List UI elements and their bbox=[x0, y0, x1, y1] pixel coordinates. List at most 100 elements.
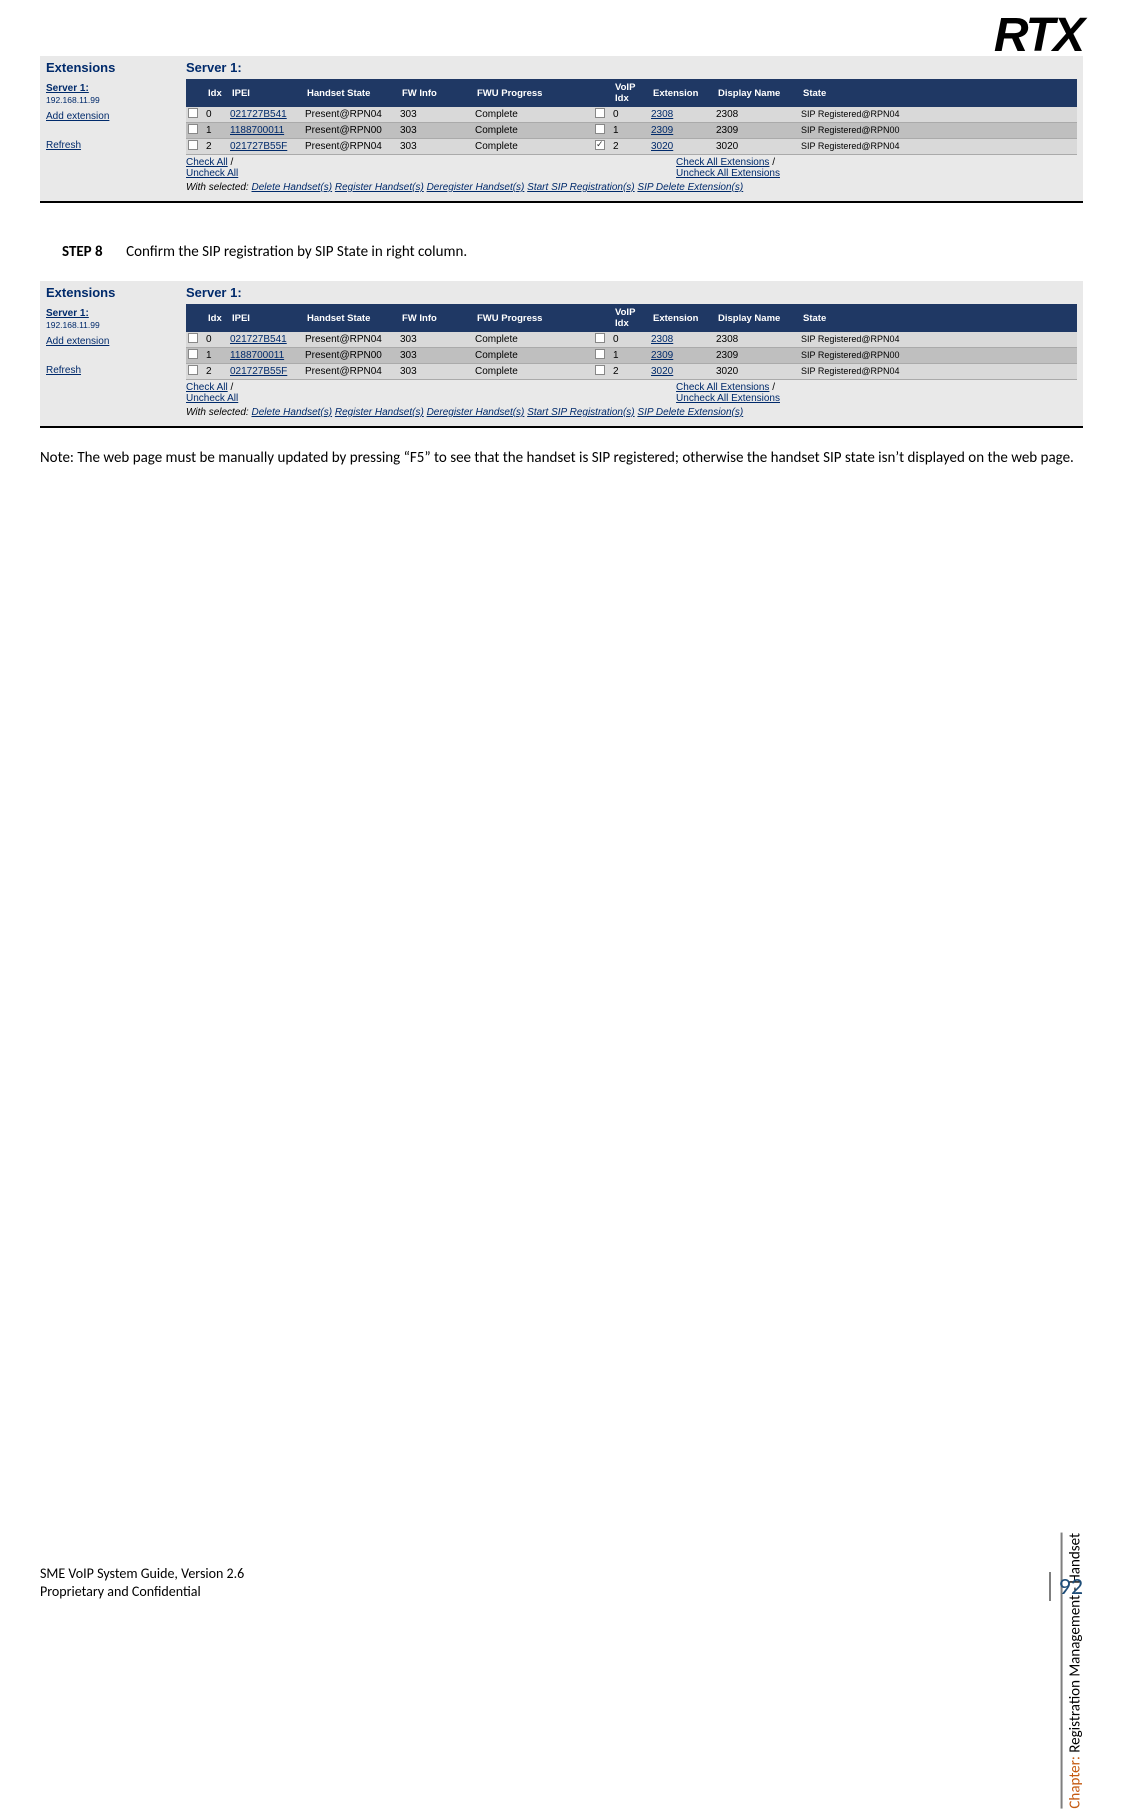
extensions-table: Idx IPEI Handset State FW Info FWU Progr… bbox=[186, 79, 1077, 155]
check-all-ext-link-2[interactable]: Check All Extensions bbox=[676, 382, 769, 393]
check-all-ext-link[interactable]: Check All Extensions bbox=[676, 157, 769, 168]
voip-checkbox[interactable] bbox=[595, 108, 605, 118]
footer-line2: Proprietary and Confidential bbox=[40, 1583, 244, 1601]
server-title: Server 1: bbox=[186, 60, 1077, 75]
sidebar-2: Extensions Server 1: 192.168.11.99 Add e… bbox=[46, 285, 166, 418]
start-sip-link[interactable]: Start SIP Registration(s) bbox=[527, 182, 634, 193]
server-1-link[interactable]: Server 1: bbox=[46, 83, 166, 94]
cell-fw-info: 303 bbox=[398, 348, 473, 364]
sidebar: Extensions Server 1: 192.168.11.99 Add e… bbox=[46, 60, 166, 193]
extension-link[interactable]: 2308 bbox=[651, 109, 673, 120]
cell-display-name: 3020 bbox=[714, 139, 799, 155]
note-text: Note: The web page must be manually upda… bbox=[40, 448, 1083, 468]
cell-idx: 1 bbox=[204, 123, 228, 139]
ipei-link[interactable]: 021727B541 bbox=[230, 109, 287, 120]
uncheck-all-ext-link-2[interactable]: Uncheck All Extensions bbox=[676, 393, 780, 404]
extension-link[interactable]: 2308 bbox=[651, 334, 673, 345]
register-handset-link-2[interactable]: Register Handset(s) bbox=[335, 407, 424, 418]
cell-fwu-progress: Complete bbox=[473, 107, 593, 123]
refresh-link[interactable]: Refresh bbox=[46, 140, 166, 151]
cell-idx: 0 bbox=[204, 107, 228, 123]
cell-handset-state: Present@RPN04 bbox=[303, 364, 398, 380]
add-extension-link-2[interactable]: Add extension bbox=[46, 336, 166, 347]
cell-state: SIP Registered@RPN00 bbox=[799, 123, 1077, 139]
voip-checkbox[interactable] bbox=[595, 333, 605, 343]
register-handset-link[interactable]: Register Handset(s) bbox=[335, 182, 424, 193]
ipei-link[interactable]: 021727B55F bbox=[230, 141, 287, 152]
extension-link[interactable]: 2309 bbox=[651, 125, 673, 136]
th-fw-info: FW Info bbox=[398, 79, 473, 107]
cell-fwu-progress: Complete bbox=[473, 123, 593, 139]
cell-handset-state: Present@RPN04 bbox=[303, 107, 398, 123]
start-sip-link-2[interactable]: Start SIP Registration(s) bbox=[527, 407, 634, 418]
ipei-link[interactable]: 1188700011 bbox=[230, 125, 284, 136]
uncheck-all-link-2[interactable]: Uncheck All bbox=[186, 393, 238, 404]
th-display-name: Display Name bbox=[714, 79, 799, 107]
server-ip-2: 192.168.11.99 bbox=[46, 320, 166, 330]
row-checkbox[interactable] bbox=[188, 365, 198, 375]
voip-checkbox[interactable] bbox=[595, 365, 605, 375]
table-row: 11188700011Present@RPN00303Complete12309… bbox=[186, 123, 1077, 139]
sip-delete-link-2[interactable]: SIP Delete Extension(s) bbox=[637, 407, 743, 418]
cell-idx: 2 bbox=[204, 364, 228, 380]
cell-display-name: 2308 bbox=[714, 332, 799, 348]
cell-display-name: 2308 bbox=[714, 107, 799, 123]
table-row: 2021727B55FPresent@RPN04303Complete23020… bbox=[186, 364, 1077, 380]
delete-handset-link[interactable]: Delete Handset(s) bbox=[252, 182, 333, 193]
uncheck-all-link[interactable]: Uncheck All bbox=[186, 168, 238, 179]
th-handset-state: Handset State bbox=[303, 79, 398, 107]
voip-checkbox[interactable] bbox=[595, 140, 605, 150]
add-extension-link[interactable]: Add extension bbox=[46, 111, 166, 122]
cell-fw-info: 303 bbox=[398, 107, 473, 123]
cell-display-name: 2309 bbox=[714, 348, 799, 364]
server-title-2: Server 1: bbox=[186, 285, 1077, 300]
screenshot-1: Extensions Server 1: 192.168.11.99 Add e… bbox=[40, 56, 1083, 203]
page-number: 92 bbox=[1049, 1572, 1083, 1601]
server-ip: 192.168.11.99 bbox=[46, 95, 166, 105]
cell-fwu-progress: Complete bbox=[473, 139, 593, 155]
cell-voip-idx: 2 bbox=[611, 139, 649, 155]
ipei-link[interactable]: 021727B55F bbox=[230, 366, 287, 377]
row-checkbox[interactable] bbox=[188, 349, 198, 359]
refresh-link-2[interactable]: Refresh bbox=[46, 365, 166, 376]
ipei-link[interactable]: 021727B541 bbox=[230, 334, 287, 345]
row-checkbox[interactable] bbox=[188, 124, 198, 134]
cell-fwu-progress: Complete bbox=[473, 332, 593, 348]
deregister-handset-link-2[interactable]: Deregister Handset(s) bbox=[427, 407, 525, 418]
deregister-handset-link[interactable]: Deregister Handset(s) bbox=[427, 182, 525, 193]
check-row: Check All / Uncheck All Check All Extens… bbox=[186, 157, 1077, 179]
cell-fw-info: 303 bbox=[398, 364, 473, 380]
voip-checkbox[interactable] bbox=[595, 124, 605, 134]
voip-checkbox[interactable] bbox=[595, 349, 605, 359]
th-state: State bbox=[799, 79, 1077, 107]
check-all-link-2[interactable]: Check All bbox=[186, 382, 228, 393]
footer: SME VoIP System Guide, Version 2.6 Propr… bbox=[40, 1565, 1083, 1601]
row-checkbox[interactable] bbox=[188, 108, 198, 118]
check-all-link[interactable]: Check All bbox=[186, 157, 228, 168]
delete-handset-link-2[interactable]: Delete Handset(s) bbox=[252, 407, 333, 418]
cell-handset-state: Present@RPN04 bbox=[303, 332, 398, 348]
table-row: 2021727B55FPresent@RPN04303Complete23020… bbox=[186, 139, 1077, 155]
cell-voip-idx: 1 bbox=[611, 123, 649, 139]
server-1-link-2[interactable]: Server 1: bbox=[46, 308, 166, 319]
table-header-row: Idx IPEI Handset State FW Info FWU Progr… bbox=[186, 79, 1077, 107]
extension-link[interactable]: 3020 bbox=[651, 366, 673, 377]
row-checkbox[interactable] bbox=[188, 333, 198, 343]
sip-delete-link[interactable]: SIP Delete Extension(s) bbox=[637, 182, 743, 193]
screenshot-2: Extensions Server 1: 192.168.11.99 Add e… bbox=[40, 281, 1083, 428]
th-voip-idx: VoIP Idx bbox=[611, 79, 649, 107]
footer-line1: SME VoIP System Guide, Version 2.6 bbox=[40, 1565, 244, 1583]
th-extension: Extension bbox=[649, 79, 714, 107]
logo: RTX bbox=[994, 8, 1083, 63]
cell-state: SIP Registered@RPN04 bbox=[799, 332, 1077, 348]
step-line: STEP 8 Confirm the SIP registration by S… bbox=[62, 243, 1083, 261]
cell-handset-state: Present@RPN00 bbox=[303, 123, 398, 139]
row-checkbox[interactable] bbox=[188, 140, 198, 150]
extension-link[interactable]: 2309 bbox=[651, 350, 673, 361]
extension-link[interactable]: 3020 bbox=[651, 141, 673, 152]
ipei-link[interactable]: 1188700011 bbox=[230, 350, 284, 361]
main-panel-2: Server 1: Idx IPEI Handset State FW Info… bbox=[186, 285, 1077, 418]
cell-fwu-progress: Complete bbox=[473, 348, 593, 364]
uncheck-all-ext-link[interactable]: Uncheck All Extensions bbox=[676, 168, 780, 179]
cell-voip-idx: 1 bbox=[611, 348, 649, 364]
